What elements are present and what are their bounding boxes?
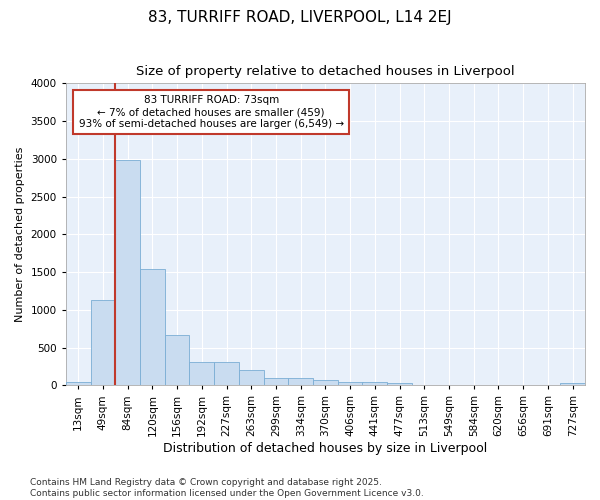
Bar xyxy=(338,382,362,386)
Bar xyxy=(115,160,140,386)
Bar xyxy=(560,383,585,386)
Bar xyxy=(66,382,91,386)
Bar xyxy=(165,334,190,386)
Bar xyxy=(387,383,412,386)
Text: 83 TURRIFF ROAD: 73sqm
← 7% of detached houses are smaller (459)
93% of semi-det: 83 TURRIFF ROAD: 73sqm ← 7% of detached … xyxy=(79,96,344,128)
Bar xyxy=(289,378,313,386)
Bar xyxy=(140,269,165,386)
Bar xyxy=(91,300,115,386)
X-axis label: Distribution of detached houses by size in Liverpool: Distribution of detached houses by size … xyxy=(163,442,488,455)
Bar xyxy=(362,382,387,386)
Bar xyxy=(214,362,239,386)
Text: Contains HM Land Registry data © Crown copyright and database right 2025.
Contai: Contains HM Land Registry data © Crown c… xyxy=(30,478,424,498)
Y-axis label: Number of detached properties: Number of detached properties xyxy=(15,146,25,322)
Title: Size of property relative to detached houses in Liverpool: Size of property relative to detached ho… xyxy=(136,65,515,78)
Bar xyxy=(263,378,289,386)
Bar xyxy=(313,380,338,386)
Bar xyxy=(239,370,263,386)
Bar xyxy=(190,362,214,386)
Text: 83, TURRIFF ROAD, LIVERPOOL, L14 2EJ: 83, TURRIFF ROAD, LIVERPOOL, L14 2EJ xyxy=(148,10,452,25)
